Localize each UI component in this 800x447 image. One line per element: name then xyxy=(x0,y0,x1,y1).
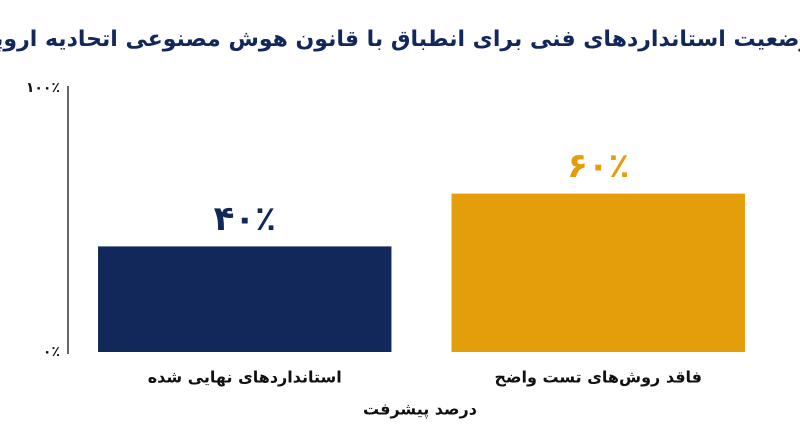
value-label: ۴۰٪ xyxy=(214,199,276,239)
y-tick-label: ۱۰۰٪ xyxy=(26,80,60,96)
bar xyxy=(451,193,745,352)
x-tick-label: استانداردهای نهایی شده xyxy=(148,368,342,387)
chart-title: وضعیت استانداردهای فنی برای انطباق با قا… xyxy=(0,27,800,52)
x-tick-label: فاقد روش‌های تست واضح xyxy=(494,368,702,387)
x-axis-label: درصد پیشرفت xyxy=(363,400,477,420)
y-tick-label: ۰٪ xyxy=(43,344,60,360)
value-label: ۶۰٪ xyxy=(567,146,629,186)
bar xyxy=(98,246,392,352)
